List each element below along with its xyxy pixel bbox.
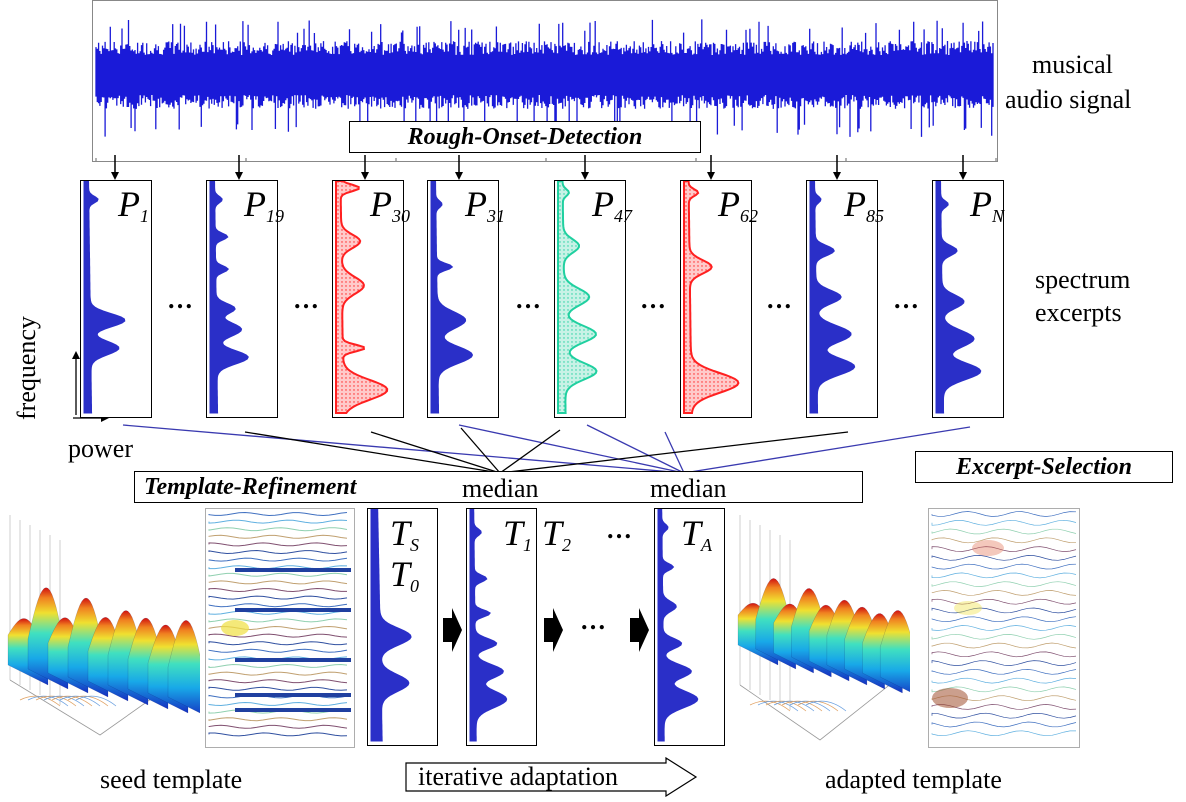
step-arrow-2 — [544, 608, 563, 652]
spectrum-panel-7 — [806, 180, 878, 418]
step-arrow-3 — [630, 608, 649, 652]
ellipsis-3: … — [515, 285, 542, 314]
template-label-ts: TS — [390, 513, 420, 555]
selection-line-black — [460, 427, 501, 474]
selection-line-black — [244, 431, 501, 474]
spectrum-label-5: P47 — [592, 184, 632, 226]
spectrum-panel-2 — [206, 180, 278, 418]
median-label-1: median — [462, 474, 539, 503]
spectrum-panel-8 — [932, 180, 1004, 418]
adapted-template-surface-plot — [737, 515, 910, 741]
selection-line-black — [499, 431, 849, 474]
excerpt-selection-box: Excerpt-Selection — [915, 451, 1173, 483]
spectrum-panel-1 — [80, 180, 152, 418]
label-iterative-adaptation: iterative adaptation — [418, 762, 618, 791]
label-adapted-template: adapted template — [825, 765, 1002, 794]
ellipsis-templates-mid: … — [580, 606, 607, 635]
spectrum-label-1: P1 — [118, 184, 149, 226]
axis-power-label: power — [68, 434, 133, 463]
template-panel-seed — [367, 508, 438, 746]
spectrum-curve-6 — [683, 181, 740, 414]
adapted-template-contour-plot — [928, 508, 1080, 748]
template-label-t2: T2 — [542, 513, 572, 555]
label-audio-signal: audio signal — [1005, 85, 1132, 114]
iterative-adaptation-arrow — [405, 757, 698, 797]
ellipsis-4: … — [640, 285, 667, 314]
template-panel-ta — [654, 508, 725, 746]
spectrum-label-4: P31 — [465, 184, 505, 226]
spectrum-curve-1 — [83, 181, 126, 414]
spectrum-label-3: P30 — [370, 184, 410, 226]
seed-template-contour-plot — [205, 508, 355, 748]
template-label-ta: TA — [681, 513, 713, 555]
spectrum-curve-4 — [430, 181, 474, 414]
selection-line-blue — [458, 424, 685, 474]
spectrum-curve-5 — [557, 181, 598, 414]
spectrum-label-8: PN — [970, 184, 1005, 226]
template-panel-t1 — [466, 508, 537, 746]
spectrum-label-2: P19 — [244, 184, 284, 226]
ellipsis-1: … — [167, 285, 194, 314]
ellipsis-2: … — [293, 285, 320, 314]
spectrum-panel-6 — [680, 180, 752, 418]
seed-template-surface-plot — [7, 515, 200, 736]
spectrum-curve-2 — [209, 181, 249, 414]
label-musical: musical — [1032, 50, 1113, 79]
selection-line-blue — [683, 426, 971, 474]
ellipsis-templates-top: … — [606, 515, 633, 544]
selection-line-black — [370, 431, 501, 474]
label-spectrum: spectrum — [1035, 265, 1131, 294]
spectrum-panel-3 — [332, 180, 404, 418]
template-refinement-label: Template-Refinement — [144, 473, 357, 500]
step-arrow-1 — [443, 608, 462, 652]
template-label-t0: T0 — [390, 554, 420, 596]
spectrum-curve-8 — [935, 181, 982, 414]
selection-line-black — [499, 429, 561, 474]
template-label-t1: T1 — [503, 513, 533, 555]
rough-onset-detection-box: Rough-Onset-Detection — [349, 121, 701, 153]
label-seed-template: seed template — [100, 765, 243, 794]
refinement-bar — [134, 471, 863, 503]
spectrum-curve-7 — [809, 181, 856, 414]
spectrum-label-7: P85 — [844, 184, 884, 226]
median-label-2: median — [650, 474, 727, 503]
spectrum-curve-3 — [335, 181, 389, 414]
ellipsis-6: … — [893, 285, 920, 314]
selection-line-blue — [586, 424, 685, 474]
spectrum-label-6: P62 — [718, 184, 758, 226]
ellipsis-5: … — [766, 285, 793, 314]
label-excerpts: excerpts — [1035, 298, 1122, 327]
spectrum-panel-4 — [427, 180, 499, 418]
selection-line-blue — [122, 424, 685, 474]
spectrum-panel-5 — [554, 180, 626, 418]
